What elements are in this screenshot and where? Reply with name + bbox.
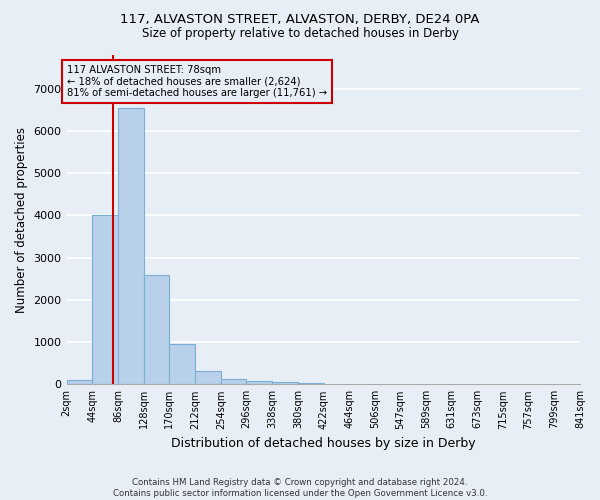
Bar [143,274,169,384]
Y-axis label: Number of detached properties: Number of detached properties [15,126,28,312]
Bar [169,344,195,385]
Bar [272,382,298,384]
Bar [247,381,272,384]
Text: Size of property relative to detached houses in Derby: Size of property relative to detached ho… [142,28,458,40]
X-axis label: Distribution of detached houses by size in Derby: Distribution of detached houses by size … [171,437,476,450]
Text: 117 ALVASTON STREET: 78sqm
← 18% of detached houses are smaller (2,624)
81% of s: 117 ALVASTON STREET: 78sqm ← 18% of deta… [67,65,327,98]
Bar [67,380,92,384]
Bar [118,108,143,384]
Bar [221,379,247,384]
Bar [195,371,221,384]
Bar [92,216,118,384]
Text: 117, ALVASTON STREET, ALVASTON, DERBY, DE24 0PA: 117, ALVASTON STREET, ALVASTON, DERBY, D… [120,12,480,26]
Bar [298,383,323,384]
Text: Contains HM Land Registry data © Crown copyright and database right 2024.
Contai: Contains HM Land Registry data © Crown c… [113,478,487,498]
